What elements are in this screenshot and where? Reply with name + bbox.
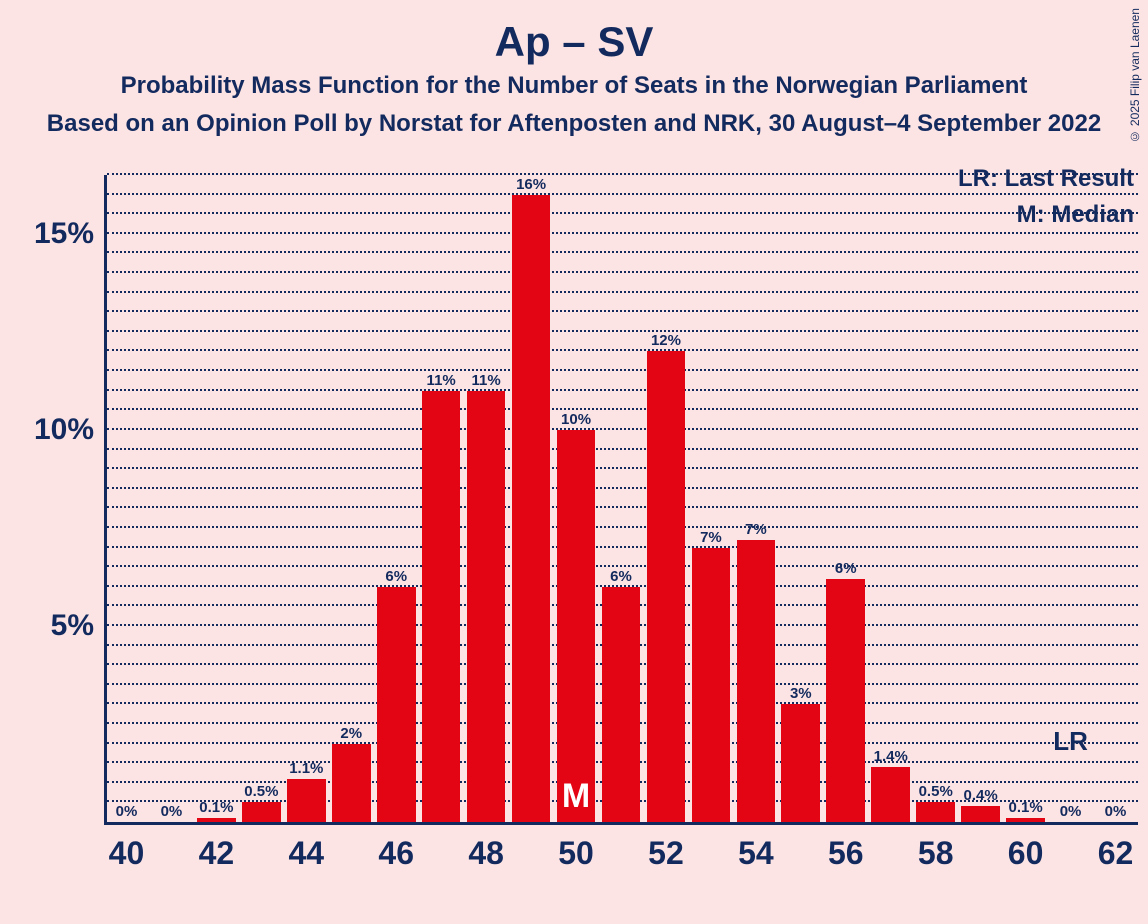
bar-value-label: 0%: [1105, 803, 1127, 820]
gridline: [107, 389, 1138, 391]
histogram-bar: 1.4%: [871, 767, 910, 822]
bar-value-label: 6%: [385, 568, 407, 585]
lr-marker: LR: [1053, 726, 1088, 757]
histogram-bar: 12%: [647, 351, 686, 822]
gridline: [107, 271, 1138, 273]
x-tick-label: 58: [918, 835, 954, 872]
gridline: [107, 349, 1138, 351]
median-marker: M: [562, 777, 590, 816]
legend-m: M: Median: [1017, 201, 1134, 229]
x-tick-label: 54: [738, 835, 774, 872]
gridline: [107, 310, 1138, 312]
histogram-bar: 6%: [602, 587, 641, 822]
bar-value-label: 0.5%: [919, 783, 953, 800]
histogram-bar: 0.1%: [197, 818, 236, 822]
bar-value-label: 7%: [700, 529, 722, 546]
chart-subtitle-1: Probability Mass Function for the Number…: [0, 72, 1148, 100]
histogram-bar: 0.5%: [242, 802, 281, 822]
bar-value-label: 0.5%: [244, 783, 278, 800]
x-tick-label: 60: [1008, 835, 1044, 872]
histogram-bar: 11%: [422, 391, 461, 822]
histogram-bar: 3%: [781, 704, 820, 822]
chart-subtitle-2: Based on an Opinion Poll by Norstat for …: [0, 110, 1148, 138]
histogram-bar: 6%: [826, 579, 865, 822]
histogram-bar: 10%M: [557, 430, 596, 822]
histogram-bar: 6%: [377, 587, 416, 822]
bar-value-label: 1.4%: [874, 748, 908, 765]
gridline: [107, 467, 1138, 469]
histogram-bar: 0.1%: [1006, 818, 1045, 822]
gridline: [107, 330, 1138, 332]
x-tick-label: 46: [378, 835, 414, 872]
histogram-bar: 2%: [332, 744, 371, 822]
histogram-bar: 16%: [512, 195, 551, 822]
bar-value-label: 11%: [427, 372, 456, 389]
bar-value-label: 3%: [790, 685, 812, 702]
bar-value-label: 16%: [516, 176, 546, 193]
bar-value-label: 1.1%: [289, 760, 323, 777]
x-tick-label: 50: [558, 835, 594, 872]
x-tick-label: 42: [199, 835, 235, 872]
y-tick-label: 5%: [51, 609, 94, 643]
gridline: [107, 408, 1138, 410]
histogram-bar: 0.5%: [916, 802, 955, 822]
bar-value-label: 11%: [472, 372, 501, 389]
chart-title: Ap – SV: [0, 18, 1148, 66]
bar-value-label: 12%: [651, 332, 681, 349]
y-tick-label: 10%: [34, 413, 94, 447]
x-tick-label: 52: [648, 835, 684, 872]
bar-value-label: 0%: [116, 803, 138, 820]
gridline: [107, 506, 1138, 508]
gridline: [107, 369, 1138, 371]
x-tick-label: 40: [109, 835, 145, 872]
copyright-text: © 2025 Filip van Laenen: [1128, 8, 1142, 143]
gridline: [107, 526, 1138, 528]
histogram-bar: 1.1%: [287, 779, 326, 822]
bar-value-label: 6%: [835, 560, 857, 577]
bar-value-label: 0.1%: [1008, 799, 1042, 816]
gridline: [107, 546, 1138, 548]
legend-lr: LR: Last Result: [958, 165, 1134, 193]
bar-value-label: 2%: [340, 725, 362, 742]
bar-value-label: 0%: [161, 803, 183, 820]
gridline: [107, 448, 1138, 450]
plot-region: 5%10%15%4042444648505254565860620%0%0.1%…: [104, 175, 1138, 825]
x-tick-label: 44: [289, 835, 325, 872]
histogram-bar: 0.4%: [961, 806, 1000, 822]
gridline: [107, 428, 1138, 430]
bar-value-label: 0.4%: [964, 787, 998, 804]
histogram-bar: 11%: [467, 391, 506, 822]
bar-value-label: 0%: [1060, 803, 1082, 820]
x-axis: [104, 822, 1138, 825]
chart-area: 5%10%15%4042444648505254565860620%0%0.1%…: [104, 175, 1138, 825]
gridline: [107, 251, 1138, 253]
histogram-bar: 7%: [692, 548, 731, 822]
bar-value-label: 7%: [745, 521, 767, 538]
gridline: [107, 212, 1138, 214]
bar-value-label: 0.1%: [199, 799, 233, 816]
gridline: [107, 291, 1138, 293]
histogram-bar: 7%: [737, 540, 776, 822]
x-tick-label: 62: [1098, 835, 1134, 872]
title-block: Ap – SV Probability Mass Function for th…: [0, 0, 1148, 138]
bar-value-label: 10%: [561, 411, 591, 428]
gridline: [107, 232, 1138, 234]
x-tick-label: 56: [828, 835, 864, 872]
y-tick-label: 15%: [34, 217, 94, 251]
bar-value-label: 6%: [610, 568, 632, 585]
x-tick-label: 48: [468, 835, 504, 872]
gridline: [107, 487, 1138, 489]
